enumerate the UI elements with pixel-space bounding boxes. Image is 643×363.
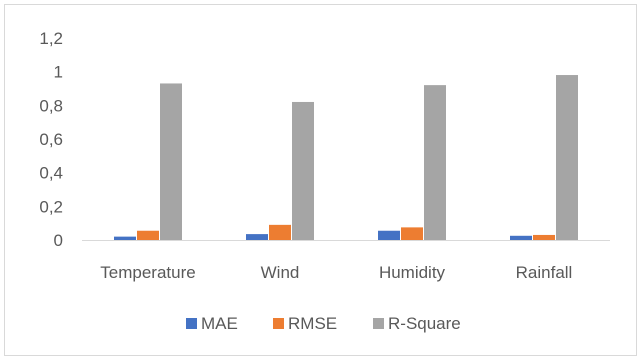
legend-label: MAE: [201, 314, 238, 333]
legend: MAE RMSE R-Square: [186, 314, 461, 333]
bar-mae-humidity: [378, 230, 400, 240]
bar-r-square-rainfall: [556, 75, 578, 241]
legend-swatch: [373, 318, 384, 329]
bar-mae-temperature: [114, 236, 136, 240]
y-tick-label: 1,2: [39, 29, 63, 48]
bar-r-square-humidity: [424, 85, 446, 240]
bar-mae-wind: [246, 234, 268, 240]
x-axis-labels: Temperature Wind Humidity Rainfall: [100, 263, 572, 282]
bar-rmse-humidity: [401, 227, 423, 240]
x-category-label: Rainfall: [516, 263, 573, 282]
bar-r-square-temperature: [160, 83, 182, 240]
bar-r-square-wind: [292, 101, 314, 240]
y-tick-label: 0: [54, 231, 63, 250]
y-tick-label: 0,4: [39, 164, 63, 183]
y-axis-ticks: 0 0,2 0,4 0,6 0,8 1 1,2: [39, 29, 63, 250]
bar-mae-rainfall: [510, 235, 532, 240]
legend-label: R-Square: [388, 314, 461, 333]
x-category-label: Humidity: [379, 263, 446, 282]
chart-frame: [4, 4, 637, 356]
x-category-label: Wind: [261, 263, 300, 282]
legend-swatch: [273, 318, 284, 329]
bar-rmse-rainfall: [533, 234, 555, 240]
y-tick-label: 0,6: [39, 130, 63, 149]
bars: [114, 75, 578, 241]
y-tick-label: 0,2: [39, 197, 63, 216]
y-tick-label: 0,8: [39, 96, 63, 115]
bar-rmse-wind: [269, 224, 291, 240]
y-tick-label: 1: [54, 63, 63, 82]
legend-swatch: [186, 318, 197, 329]
x-category-label: Temperature: [100, 263, 195, 282]
bar-rmse-temperature: [137, 230, 159, 240]
legend-label: RMSE: [288, 314, 337, 333]
